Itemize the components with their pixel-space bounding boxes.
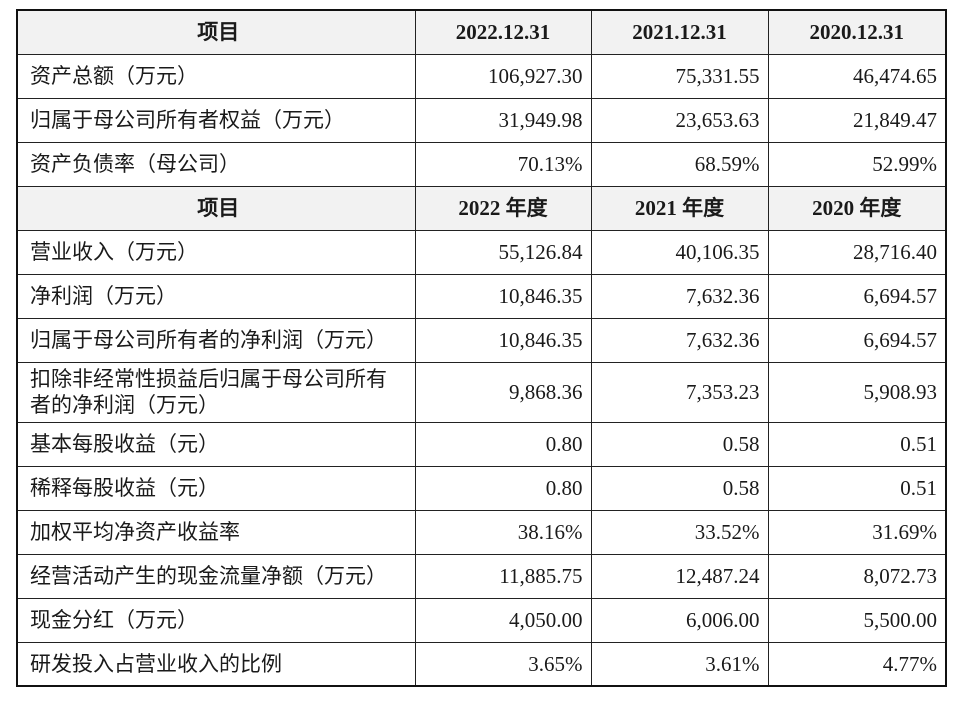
table-row: 现金分红（万元） 4,050.00 6,006.00 5,500.00 (16, 597, 947, 643)
row-label: 加权平均净资产收益率 (16, 509, 416, 555)
cell-value: 5,500.00 (767, 597, 947, 643)
cell-value: 9,868.36 (414, 361, 592, 423)
cell-value: 12,487.24 (590, 553, 769, 599)
table-row: 归属于母公司所有者权益（万元） 31,949.98 23,653.63 21,8… (16, 97, 947, 143)
table-row: 稀释每股收益（元） 0.80 0.58 0.51 (16, 465, 947, 511)
row-label: 现金分红（万元） (16, 597, 416, 643)
row-label: 资产负债率（母公司） (16, 141, 416, 187)
table-header-row: 项目 2022.12.31 2021.12.31 2020.12.31 (16, 9, 947, 55)
row-label: 经营活动产生的现金流量净额（万元） (16, 553, 416, 599)
cell-value: 6,694.57 (767, 273, 947, 319)
subheader-col-2021: 2021 年度 (590, 185, 769, 231)
table-row: 扣除非经常性损益后归属于母公司所有者的净利润（万元） 9,868.36 7,35… (16, 361, 947, 423)
cell-value: 6,694.57 (767, 317, 947, 363)
cell-value: 4.77% (767, 641, 947, 687)
cell-value: 40,106.35 (590, 229, 769, 275)
cell-value: 70.13% (414, 141, 592, 187)
cell-value: 33.52% (590, 509, 769, 555)
cell-value: 0.80 (414, 465, 592, 511)
row-label: 扣除非经常性损益后归属于母公司所有者的净利润（万元） (16, 361, 416, 423)
cell-value: 4,050.00 (414, 597, 592, 643)
table-row: 归属于母公司所有者的净利润（万元） 10,846.35 7,632.36 6,6… (16, 317, 947, 363)
cell-value: 7,353.23 (590, 361, 769, 423)
table-row: 资产负债率（母公司） 70.13% 68.59% 52.99% (16, 141, 947, 187)
row-label: 营业收入（万元） (16, 229, 416, 275)
table-row: 营业收入（万元） 55,126.84 40,106.35 28,716.40 (16, 229, 947, 275)
subheader-item-label: 项目 (16, 185, 416, 231)
table-row: 经营活动产生的现金流量净额（万元） 11,885.75 12,487.24 8,… (16, 553, 947, 599)
row-label: 归属于母公司所有者权益（万元） (16, 97, 416, 143)
cell-value: 106,927.30 (414, 53, 592, 99)
cell-value: 0.58 (590, 465, 769, 511)
table-subheader-row: 项目 2022 年度 2021 年度 2020 年度 (16, 185, 947, 231)
cell-value: 3.61% (590, 641, 769, 687)
cell-value: 8,072.73 (767, 553, 947, 599)
row-label: 研发投入占营业收入的比例 (16, 641, 416, 687)
subheader-col-2020: 2020 年度 (767, 185, 947, 231)
table-row: 基本每股收益（元） 0.80 0.58 0.51 (16, 421, 947, 467)
cell-value: 0.51 (767, 465, 947, 511)
table-row: 加权平均净资产收益率 38.16% 33.52% 31.69% (16, 509, 947, 555)
cell-value: 3.65% (414, 641, 592, 687)
subheader-col-2022: 2022 年度 (414, 185, 592, 231)
cell-value: 6,006.00 (590, 597, 769, 643)
cell-value: 31,949.98 (414, 97, 592, 143)
cell-value: 68.59% (590, 141, 769, 187)
cell-value: 0.80 (414, 421, 592, 467)
table-row: 研发投入占营业收入的比例 3.65% 3.61% 4.77% (16, 641, 947, 687)
cell-value: 46,474.65 (767, 53, 947, 99)
cell-value: 10,846.35 (414, 317, 592, 363)
cell-value: 31.69% (767, 509, 947, 555)
cell-value: 0.51 (767, 421, 947, 467)
row-label: 净利润（万元） (16, 273, 416, 319)
row-label: 稀释每股收益（元） (16, 465, 416, 511)
cell-value: 28,716.40 (767, 229, 947, 275)
cell-value: 55,126.84 (414, 229, 592, 275)
header-col-2021: 2021.12.31 (590, 9, 769, 55)
cell-value: 7,632.36 (590, 273, 769, 319)
header-item-label: 项目 (16, 9, 416, 55)
header-col-2022: 2022.12.31 (414, 9, 592, 55)
cell-value: 38.16% (414, 509, 592, 555)
cell-value: 7,632.36 (590, 317, 769, 363)
header-col-2020: 2020.12.31 (767, 9, 947, 55)
cell-value: 52.99% (767, 141, 947, 187)
cell-value: 5,908.93 (767, 361, 947, 423)
row-label: 资产总额（万元） (16, 53, 416, 99)
cell-value: 21,849.47 (767, 97, 947, 143)
table-row: 净利润（万元） 10,846.35 7,632.36 6,694.57 (16, 273, 947, 319)
row-label: 归属于母公司所有者的净利润（万元） (16, 317, 416, 363)
table-row: 资产总额（万元） 106,927.30 75,331.55 46,474.65 (16, 53, 947, 99)
row-label: 基本每股收益（元） (16, 421, 416, 467)
cell-value: 75,331.55 (590, 53, 769, 99)
cell-value: 10,846.35 (414, 273, 592, 319)
cell-value: 11,885.75 (414, 553, 592, 599)
cell-value: 23,653.63 (590, 97, 769, 143)
financial-data-table: 项目 2022.12.31 2021.12.31 2020.12.31 资产总额… (16, 9, 947, 687)
cell-value: 0.58 (590, 421, 769, 467)
